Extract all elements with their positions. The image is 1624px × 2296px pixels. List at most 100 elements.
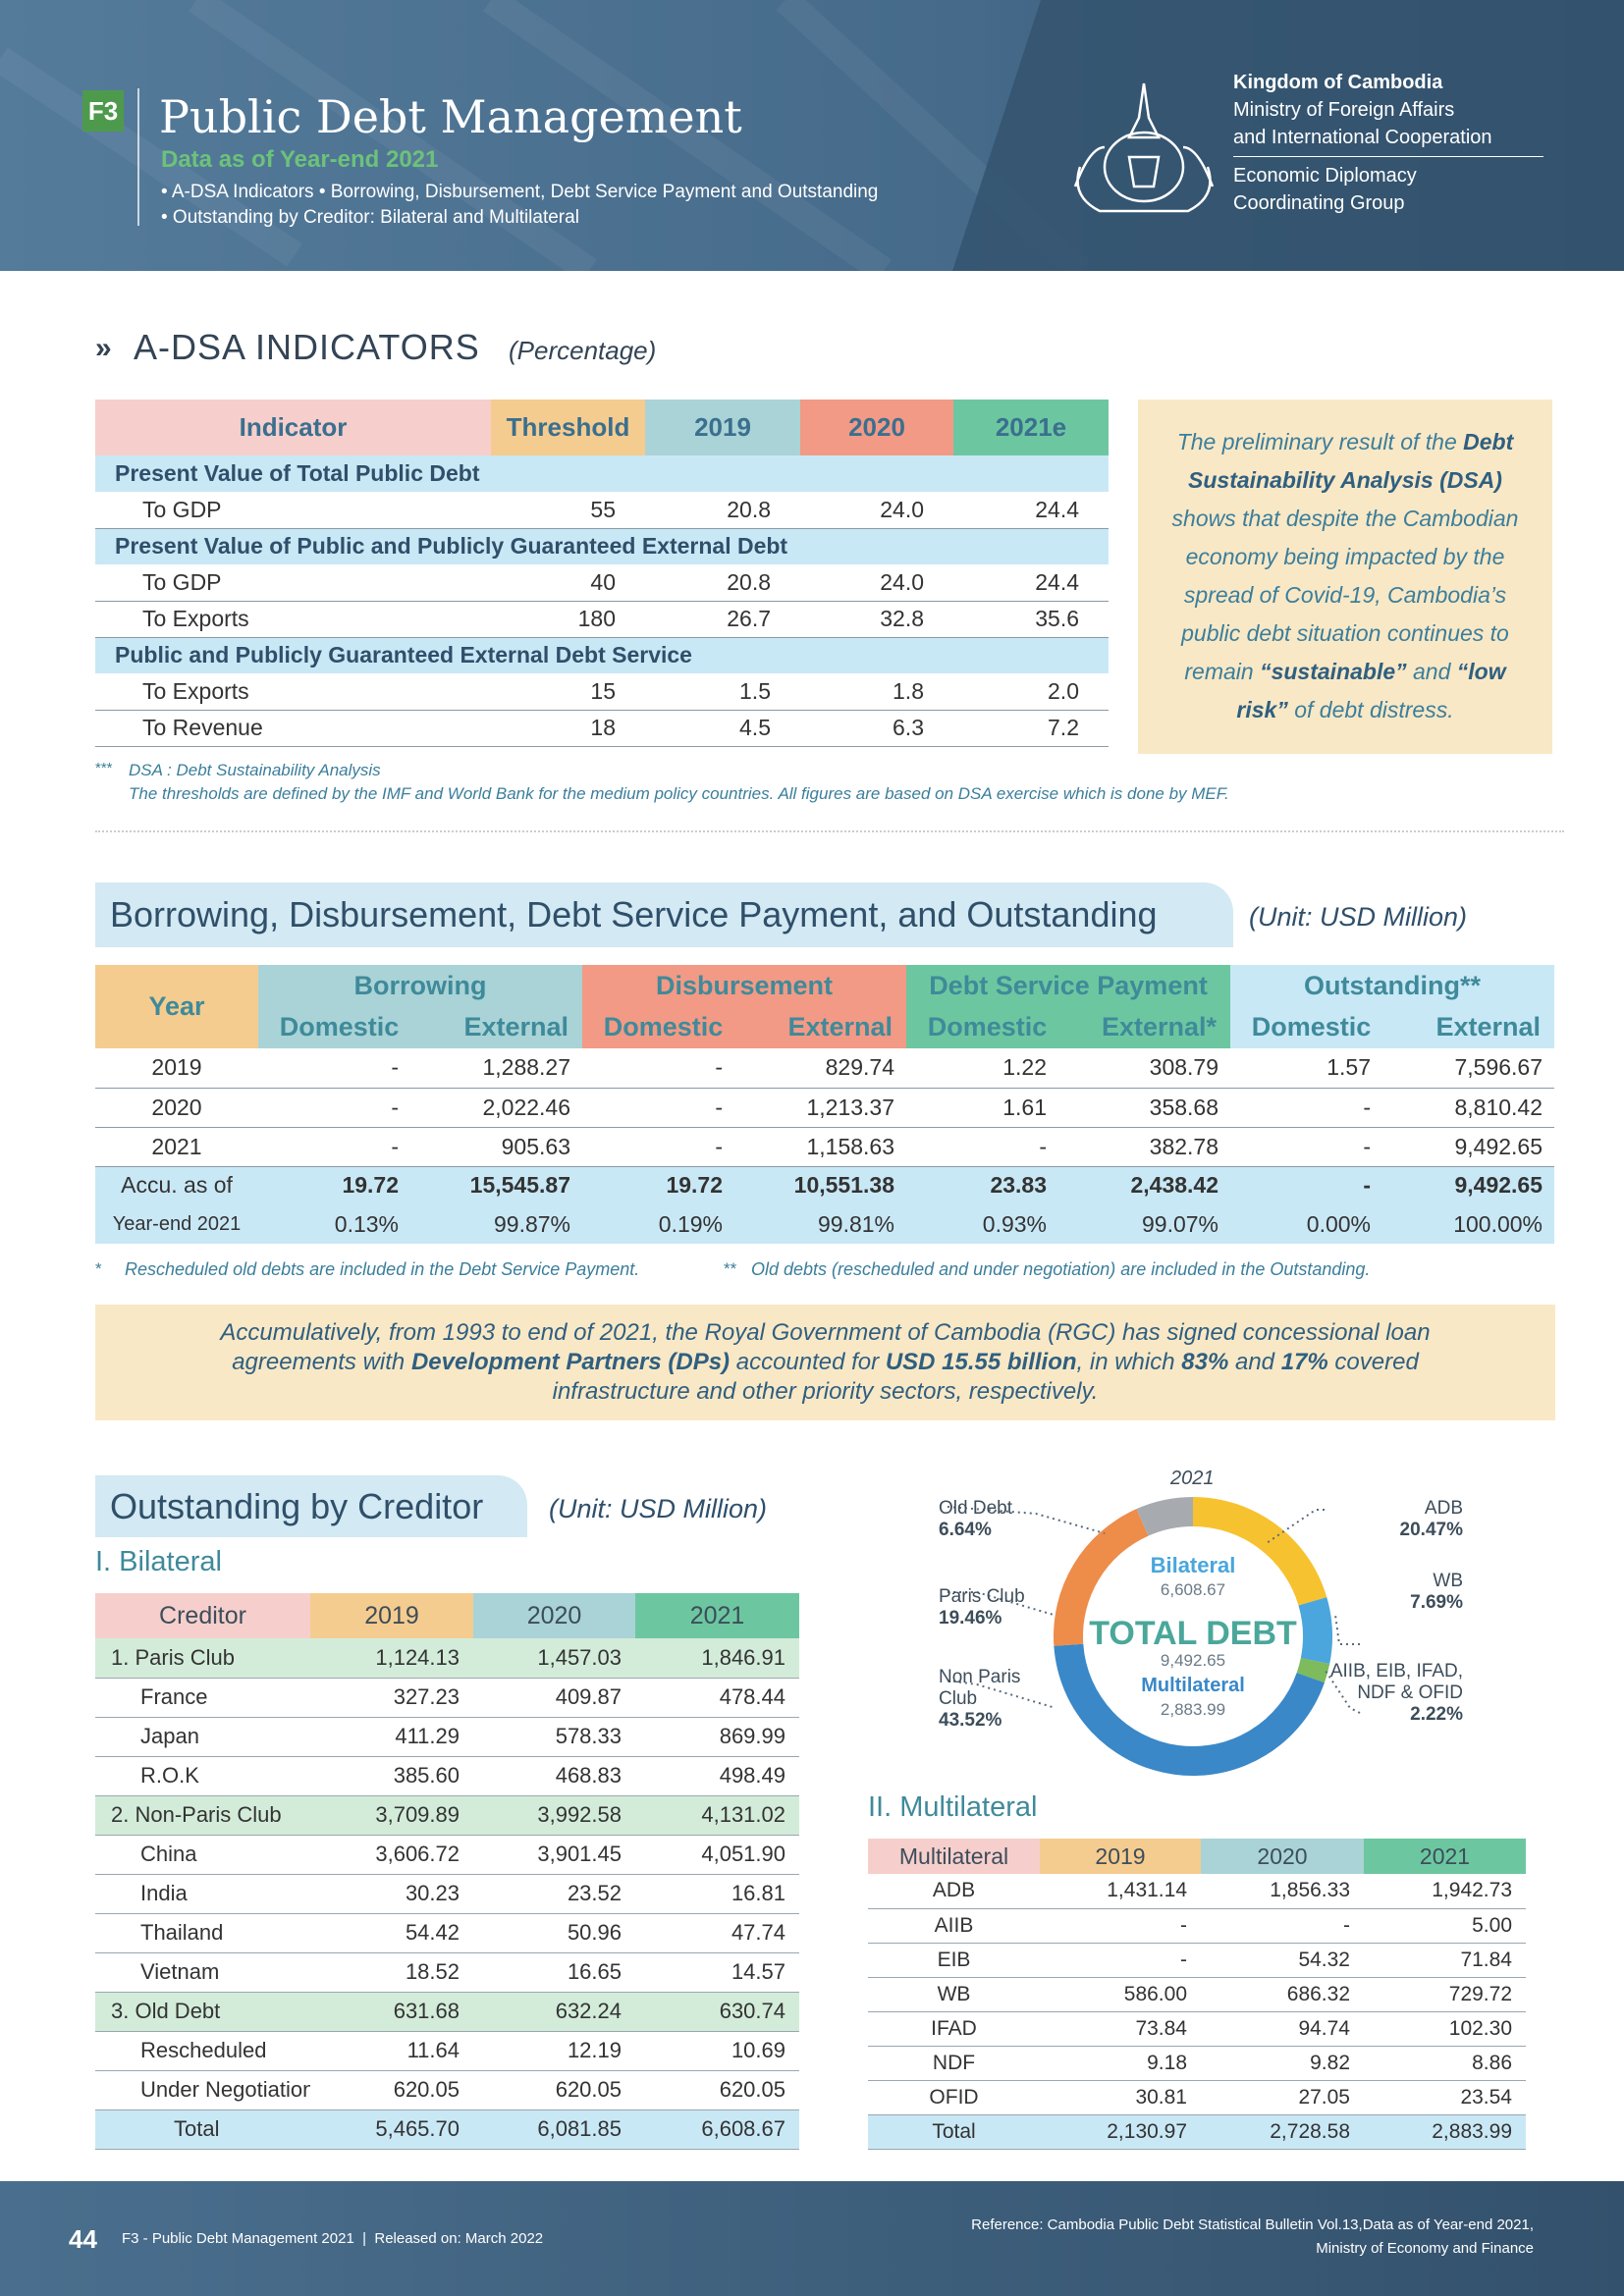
row: 2. Non-Paris Club 3,709.89 3,992.58 4,131.0… (95, 1795, 799, 1836)
subsection-heading: II. Multilateral (868, 1791, 1038, 1823)
cell: - (1230, 1088, 1393, 1128)
segment-value: 2.22% (1410, 1704, 1463, 1725)
section-tab (95, 1475, 527, 1537)
cell: 27.05 (1201, 2080, 1364, 2115)
cell: 20.8 (645, 492, 800, 529)
row: China 3,606.72 3,901.45 4,051.90 (95, 1835, 799, 1875)
cell: 3,709.89 (310, 1795, 473, 1836)
row-label: 1. Paris Club (95, 1638, 310, 1679)
group-header: Outstanding** (1230, 965, 1555, 1006)
leader-line (947, 1506, 1106, 1534)
year: 2019 (95, 1048, 258, 1089)
note-text: “low risk” (1236, 659, 1506, 722)
summary-text: 17% (1280, 1349, 1328, 1375)
row-label: R.O.K (95, 1756, 310, 1796)
segment-value: 43.52% (939, 1710, 1002, 1731)
cell: 99.81% (744, 1204, 906, 1244)
summary-text: USD 15.55 billion (885, 1349, 1077, 1375)
note-text: shows that despite the Cambodian economy… (1171, 506, 1519, 684)
donut-chart (947, 1497, 1361, 1776)
row-label: Rescheduled (95, 2031, 310, 2071)
leader-line (947, 1680, 1056, 1709)
cell: 2,022.46 (420, 1088, 582, 1128)
cell: 6.3 (800, 710, 953, 747)
cell: - (582, 1088, 744, 1128)
year: 2021 (95, 1127, 258, 1167)
column-header: Threshold (491, 400, 645, 455)
cell: 54.32 (1201, 1943, 1364, 1978)
cell: 1,457.03 (473, 1638, 635, 1679)
group-label: Present Value of Total Public Debt (95, 455, 1109, 492)
cell: 468.83 (473, 1756, 635, 1796)
group-label: Public and Publicly Guaranteed External … (95, 637, 1109, 673)
row: To Exports 15 1.5 1.8 2.0 (95, 673, 1109, 711)
reference: Ministry of Economy and Finance (1316, 2240, 1534, 2257)
badge: F3 (82, 90, 124, 132)
cell: 100.00% (1392, 1204, 1555, 1244)
cell: 630.74 (635, 1992, 799, 2032)
row: To Revenue 18 4.5 6.3 7.2 (95, 710, 1109, 747)
summary-text: 83% (1181, 1349, 1229, 1375)
cell: 180 (491, 601, 645, 638)
row-label: ADB (868, 1874, 1040, 1909)
group-line: Economic Diplomacy (1233, 165, 1417, 187)
accu-label: Year-end 2021 (95, 1204, 258, 1244)
segment-name: AIIB, EIB, IFAD, NDF & OFID (1329, 1661, 1463, 1703)
footer-left: F3 - Public Debt Management 2021 | Relea… (122, 2230, 544, 2247)
row-label: To Revenue (95, 710, 491, 747)
footnote: Old debts (rescheduled and under negotia… (751, 1259, 1371, 1279)
segment-value: 19.46% (939, 1608, 1002, 1629)
cell: 9,492.65 (1392, 1127, 1555, 1167)
cell: 1,158.63 (744, 1127, 906, 1167)
row: 3. Old Debt 631.68 632.24 630.74 (95, 1992, 799, 2032)
cell: 18.52 (310, 1952, 473, 1993)
borrowing-table: Year Borrowing Disbursement Debt Service Pa… (95, 965, 1555, 1244)
cell: 9.82 (1201, 2046, 1364, 2081)
cell: 7,596.67 (1392, 1048, 1555, 1089)
row-label: AIIB (868, 1908, 1040, 1944)
column-header: Creditor (95, 1593, 310, 1638)
cell: 19.72 (258, 1166, 420, 1204)
cell: 5.00 (1364, 1908, 1526, 1944)
cell: 729.72 (1364, 1977, 1526, 2012)
cell: 8,810.42 (1392, 1088, 1555, 1128)
cell: 102.30 (1364, 2011, 1526, 2047)
cell: 9.18 (1040, 2046, 1201, 2081)
center-text: 2,883.99 (1160, 1700, 1226, 1719)
column-header: External (1392, 1006, 1555, 1048)
cell: - (906, 1127, 1068, 1167)
row-label: Total (95, 2109, 310, 2150)
cell: 2,130.97 (1040, 2114, 1201, 2150)
row-label: To GDP (95, 564, 491, 602)
separator (95, 830, 1564, 832)
cell: - (582, 1048, 744, 1089)
column-header: 2021e (953, 400, 1109, 455)
emblem (1073, 82, 1215, 213)
cell: 94.74 (1201, 2011, 1364, 2047)
footnote-mark: * (95, 1259, 102, 1278)
cell: 7.2 (953, 710, 1109, 747)
row: IFAD 73.84 94.74 102.30 (868, 2011, 1526, 2047)
cell: 632.24 (473, 1992, 635, 2032)
donut-segment (1054, 1509, 1149, 1646)
cell: - (1040, 1943, 1201, 1978)
cell: 19.72 (582, 1166, 744, 1204)
row-label: To GDP (95, 492, 491, 529)
cell: 54.42 (310, 1913, 473, 1953)
cell: 4,131.02 (635, 1795, 799, 1836)
cell: 24.4 (953, 564, 1109, 602)
row: 2021-905.63-1,158.63-382.78-9,492.65 (95, 1127, 1555, 1167)
cell: 30.81 (1040, 2080, 1201, 2115)
cell: 2,728.58 (1201, 2114, 1364, 2150)
cell: 411.29 (310, 1717, 473, 1757)
cell: - (258, 1127, 420, 1167)
row: 2020-2,022.46-1,213.37 1.61 358.68-8,810.4… (95, 1088, 1555, 1128)
unit: (Unit: USD Million) (549, 1494, 768, 1523)
cell: 55 (491, 492, 645, 529)
cell: 40 (491, 564, 645, 602)
row-label: EIB (868, 1943, 1040, 1978)
cell: 1.57 (1230, 1048, 1393, 1089)
cell: 23.83 (906, 1166, 1068, 1204)
cell: 3,992.58 (473, 1795, 635, 1836)
title: Public Debt Management (159, 90, 742, 143)
